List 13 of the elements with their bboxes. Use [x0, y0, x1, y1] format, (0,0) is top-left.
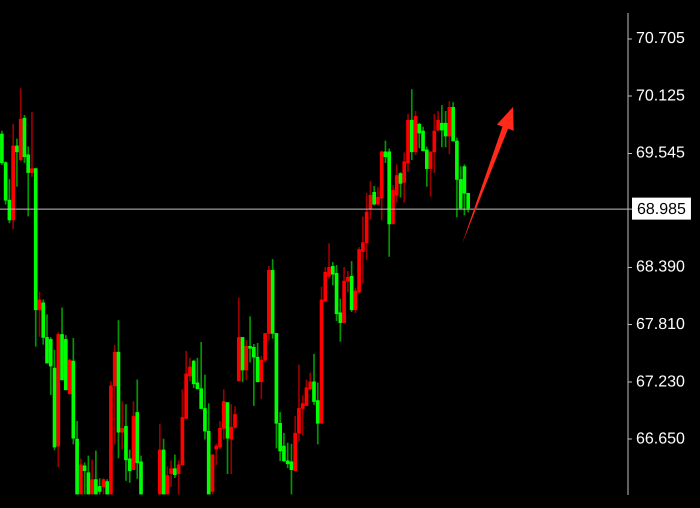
candlestick: [30, 112, 34, 177]
y-tick-label: 70.125: [636, 87, 686, 104]
candlestick: [248, 316, 252, 362]
y-tick-label: 67.810: [636, 316, 686, 333]
y-tick-label: 67.230: [636, 373, 686, 390]
candlestick: [15, 138, 19, 187]
y-tick-label: 69.545: [636, 144, 686, 162]
y-tick-label: 70.705: [636, 30, 686, 48]
y-tick-label: 66.650: [636, 430, 686, 448]
y-tick-label: 68.390: [636, 258, 686, 276]
candlestick: [290, 444, 294, 494]
ref-line-label: 68.985: [637, 200, 686, 218]
candlestick: [38, 292, 42, 337]
